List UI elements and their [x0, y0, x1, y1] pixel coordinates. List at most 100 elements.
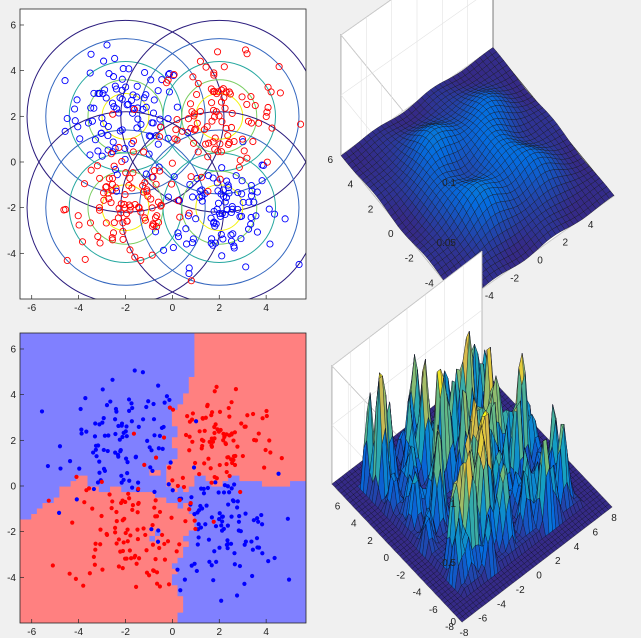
decision-region-cell	[301, 573, 306, 580]
decision-region-cell	[250, 425, 257, 432]
decision-region-cell	[110, 557, 117, 564]
decision-region-cell	[171, 398, 179, 405]
decision-region-cell	[290, 535, 297, 542]
blue-point	[232, 551, 237, 556]
decision-region-cell	[70, 595, 77, 602]
blue-point	[234, 205, 242, 213]
decision-region-cell	[104, 458, 111, 465]
decision-region-cell	[233, 546, 241, 553]
red-point	[108, 236, 117, 244]
red-point	[137, 208, 145, 216]
decision-region-cell	[76, 414, 83, 421]
red-point	[202, 140, 210, 148]
decision-region-cell	[25, 333, 32, 339]
decision-region-cell	[59, 496, 66, 504]
decision-region-cell	[194, 529, 201, 536]
red-point	[96, 174, 104, 182]
decision-region-cell	[194, 491, 201, 498]
red-point	[183, 519, 188, 524]
decision-region-cell	[183, 447, 190, 454]
decision-region-cell	[245, 392, 252, 399]
decision-region-cell	[65, 595, 72, 602]
blue-point	[102, 433, 107, 438]
decision-region-cell	[301, 343, 306, 350]
decision-region-cell	[267, 540, 274, 547]
decision-region-cell	[160, 343, 167, 350]
decision-region-cell	[205, 573, 212, 580]
decision-region-cell	[261, 398, 269, 405]
decision-region-cell	[290, 447, 297, 454]
decision-region-cell	[256, 551, 263, 558]
decision-region-cell	[42, 354, 49, 361]
decision-region-cell	[70, 573, 77, 580]
decision-region-cell	[290, 562, 297, 569]
decision-region-cell	[233, 365, 241, 372]
blue-point	[141, 68, 149, 77]
decision-region-cell	[183, 612, 190, 619]
decision-region-cell	[295, 370, 302, 377]
decision-region-cell	[211, 414, 218, 421]
decision-region-cell	[295, 359, 302, 367]
decision-region-cell	[126, 562, 134, 569]
blue-point	[155, 163, 163, 171]
decision-region-cell	[295, 354, 302, 361]
decision-region-cell	[183, 601, 190, 608]
blue-point	[243, 511, 248, 516]
decision-region-cell	[53, 612, 60, 619]
blue-point	[71, 105, 79, 113]
decision-region-cell	[20, 584, 27, 591]
decision-region-cell	[93, 359, 100, 367]
decision-region-cell	[278, 568, 286, 575]
decision-region-cell	[115, 370, 122, 377]
decision-region-cell	[93, 464, 100, 471]
decision-region-cell	[132, 414, 139, 421]
blue-point	[124, 434, 129, 439]
decision-region-cell	[211, 557, 218, 564]
decision-region-cell	[115, 469, 122, 476]
decision-region-cell	[284, 376, 291, 383]
decision-region-cell	[36, 425, 44, 432]
decision-region-cell	[295, 453, 302, 460]
decision-region-cell	[301, 475, 306, 482]
decision-region-cell	[25, 348, 32, 356]
red-point	[141, 526, 146, 531]
decision-region-cell	[76, 376, 83, 383]
decision-region-cell	[205, 398, 212, 405]
decision-region-cell	[183, 376, 190, 383]
blue-point	[219, 598, 224, 603]
blue-point	[151, 417, 157, 422]
decision-region-cell	[250, 496, 257, 504]
decision-region-cell	[233, 333, 241, 339]
decision-region-cell	[290, 475, 297, 482]
decision-region-cell	[228, 392, 235, 399]
blue-point	[100, 57, 108, 65]
decision-region-cell	[104, 590, 111, 597]
blue-point	[238, 529, 243, 534]
decision-region-cell	[194, 595, 201, 602]
decision-region-cell	[166, 595, 173, 602]
decision-region-cell	[48, 507, 55, 514]
decision-region-cell	[81, 392, 89, 399]
decision-region-cell	[295, 343, 302, 350]
decision-region-cell	[20, 458, 27, 465]
decision-region-cell	[70, 529, 77, 536]
decision-region-cell	[233, 376, 241, 383]
decision-region-cell	[121, 590, 128, 597]
y-tick-label: 0	[10, 481, 16, 492]
decision-region-cell	[245, 343, 252, 350]
decision-region-cell	[59, 551, 66, 558]
decision-region-cell	[188, 529, 196, 536]
decision-region-cell	[25, 403, 32, 410]
decision-region-cell	[183, 458, 190, 465]
decision-region-cell	[25, 398, 32, 405]
decision-region-cell	[76, 403, 83, 410]
decision-region-cell	[245, 431, 252, 438]
decision-region-cell	[183, 370, 190, 377]
decision-region-cell	[171, 507, 179, 514]
decision-region-cell	[53, 475, 60, 482]
decision-region-cell	[301, 376, 306, 383]
decision-region-cell	[177, 338, 184, 345]
decision-region-cell	[70, 601, 77, 608]
decision-region-cell	[20, 343, 27, 350]
decision-region-cell	[228, 535, 235, 542]
